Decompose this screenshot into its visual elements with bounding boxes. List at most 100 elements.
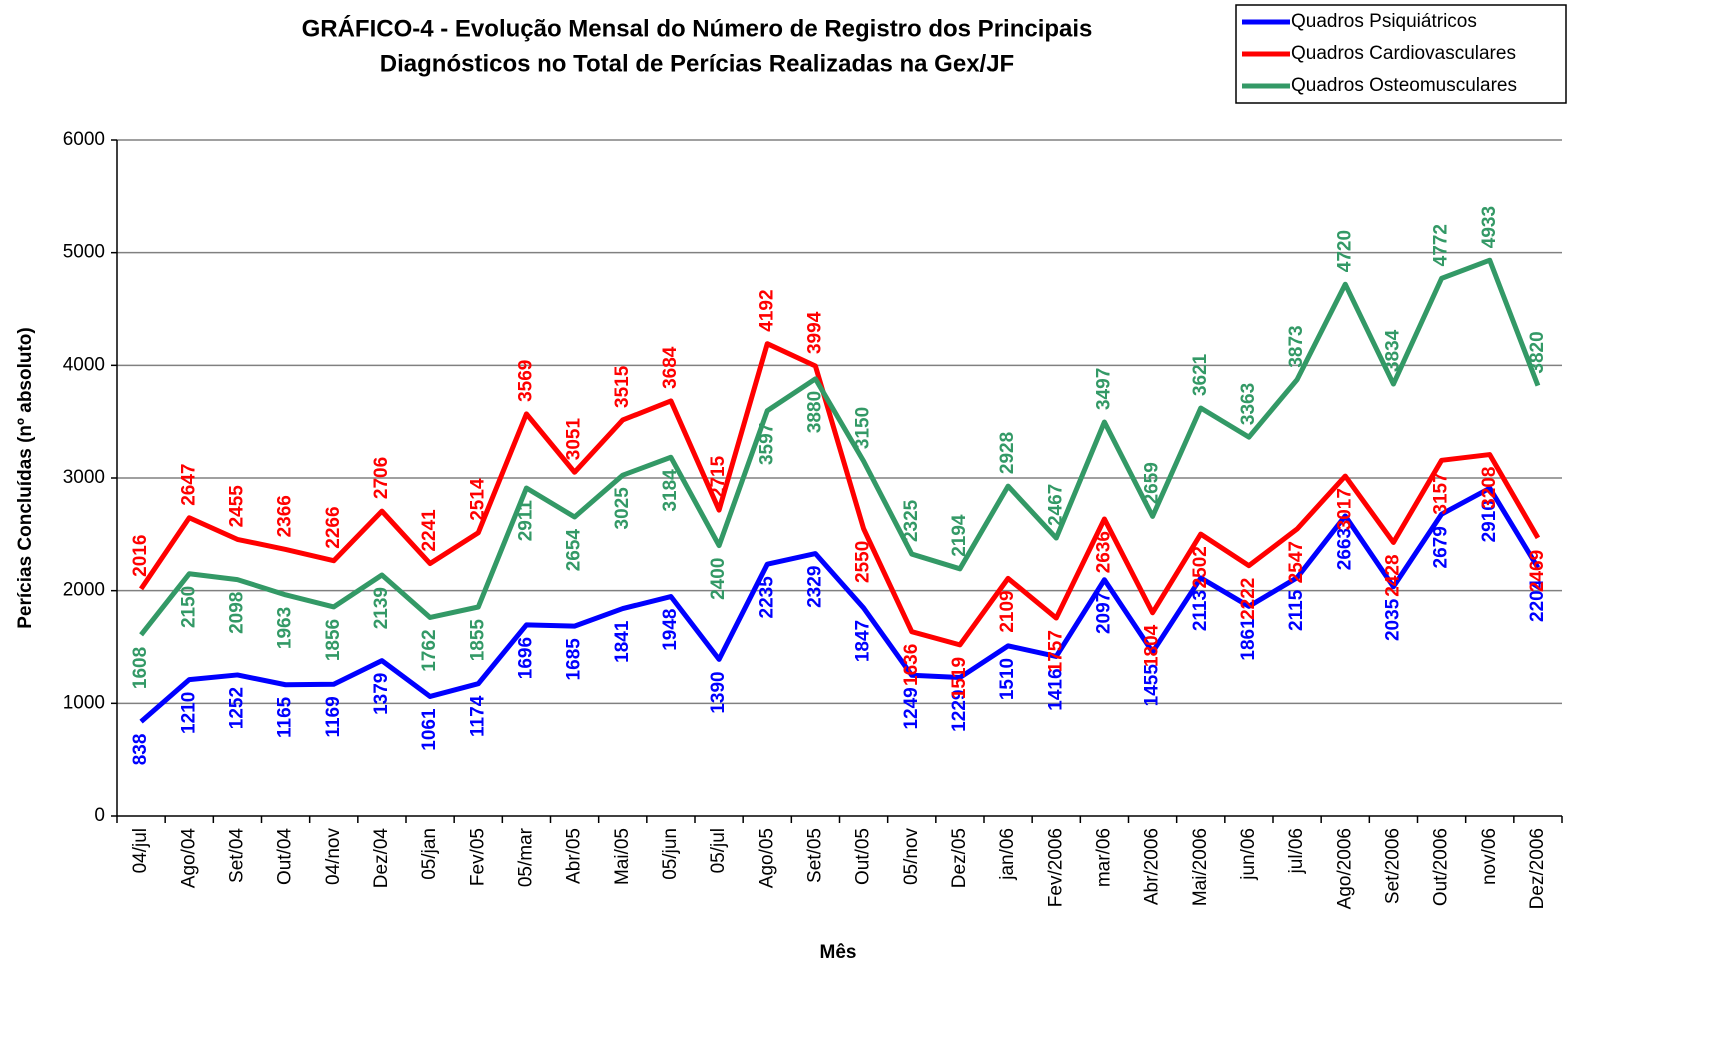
data-label: 2663 (1334, 528, 1355, 570)
y-tick-label: 4000 (63, 354, 105, 375)
legend-box (1235, 4, 1567, 104)
data-label: 1757 (1045, 630, 1066, 672)
data-label: 3873 (1286, 325, 1307, 367)
data-label: 1174 (467, 695, 488, 737)
data-label: 2098 (226, 592, 247, 634)
data-label: 2928 (997, 432, 1018, 474)
data-label: 1249 (901, 687, 922, 729)
data-label: 2109 (997, 590, 1018, 632)
data-label: 2647 (178, 463, 199, 505)
data-label: 2547 (1286, 541, 1307, 583)
x-tick-label: nov/06 (1479, 828, 1500, 885)
x-tick-label: Ago/05 (756, 828, 777, 888)
x-tick-label: Out/05 (853, 828, 874, 885)
data-label: 1685 (564, 638, 585, 681)
data-label: 2016 (130, 535, 151, 577)
data-label: 2706 (371, 457, 392, 499)
legend-label: Quadros Osteomusculares (1291, 75, 1517, 96)
data-label: 3820 (1527, 331, 1548, 373)
data-label: 2469 (1527, 550, 1548, 592)
data-label: 2366 (275, 495, 296, 537)
data-label: 2550 (853, 541, 874, 583)
chart-title: GRÁFICO-4 - Evolução Mensal do Número de… (302, 14, 1093, 42)
data-label: 2266 (323, 506, 344, 548)
data-label: 2035 (1382, 598, 1403, 641)
data-label: 3569 (515, 360, 536, 402)
data-label: 1636 (901, 644, 922, 686)
data-label: 3515 (612, 365, 633, 408)
x-tick-label: 05/nov (901, 828, 922, 886)
data-label: 3025 (612, 487, 633, 530)
x-tick-label: Abr/2006 (1142, 828, 1163, 905)
data-label: 1169 (323, 696, 344, 737)
data-label: 1963 (275, 607, 296, 649)
line-series (139, 257, 1541, 637)
data-label: 1165 (275, 696, 296, 738)
data-label: 2222 (1238, 578, 1259, 620)
data-label: 1696 (515, 637, 536, 679)
data-label: 1210 (178, 692, 199, 734)
x-tick-label: Mai/05 (612, 828, 633, 885)
data-label: 1229 (949, 690, 970, 732)
line-series (139, 341, 1541, 648)
data-label: 1608 (130, 647, 151, 689)
data-label: 4772 (1431, 224, 1452, 266)
data-label: 2428 (1382, 554, 1403, 596)
y-tick-label: 1000 (63, 692, 105, 713)
y-tick-label: 6000 (63, 129, 105, 150)
data-label: 2910 (1479, 500, 1500, 542)
x-tick-label: Dez/04 (371, 828, 392, 889)
data-label: 2715 (708, 455, 729, 498)
data-label: 4192 (756, 289, 777, 331)
x-tick-label: 04/nov (323, 828, 344, 886)
data-label: 1804 (1142, 624, 1163, 667)
legend-label: Quadros Cardiovasculares (1291, 43, 1516, 64)
x-tick-label: Out/2006 (1431, 828, 1452, 906)
data-label: 1455 (1142, 664, 1163, 707)
x-tick-label: Set/04 (226, 828, 247, 883)
x-tick-label: 05/jul (708, 828, 729, 873)
x-tick-label: Fev/2006 (1045, 828, 1066, 907)
data-label: 2911 (515, 500, 536, 542)
x-tick-label: jun/06 (1238, 828, 1259, 881)
x-tick-label: 04/jul (130, 828, 151, 873)
data-label: 1416 (1045, 668, 1066, 710)
data-label: 1379 (371, 673, 392, 715)
data-label: 1855 (467, 619, 488, 662)
data-label: 2679 (1431, 526, 1452, 568)
data-label: 3684 (660, 346, 681, 389)
data-label: 2204 (1527, 579, 1548, 622)
data-label: 2241 (419, 509, 440, 552)
data-label: 1510 (997, 658, 1018, 700)
x-tick-label: Fev/05 (467, 828, 488, 886)
data-label: 2467 (1045, 484, 1066, 526)
x-tick-label: Out/04 (275, 828, 296, 885)
data-label: 1061 (419, 708, 440, 751)
legend-label: Quadros Psiquiátricos (1291, 11, 1477, 32)
data-label: 1861 (1238, 618, 1259, 661)
data-label: 3597 (756, 423, 777, 465)
data-label: 1762 (419, 629, 440, 671)
data-label: 3208 (1479, 467, 1500, 509)
x-tick-label: Set/2006 (1382, 828, 1403, 904)
data-label: 3184 (660, 469, 681, 512)
data-label: 2654 (564, 529, 585, 572)
data-label: 3051 (564, 418, 585, 461)
data-label: 1847 (853, 620, 874, 662)
data-label: 3150 (853, 407, 874, 449)
data-label: 2150 (178, 586, 199, 628)
y-tick-label: 2000 (63, 580, 105, 601)
data-label: 3157 (1431, 472, 1452, 514)
chart-subtitle: Diagnósticos no Total de Perícias Realiz… (380, 50, 1014, 77)
data-label: 1856 (323, 619, 344, 661)
x-tick-label: Abr/05 (564, 828, 585, 884)
x-tick-label: 05/jun (660, 828, 681, 880)
data-label: 2097 (1093, 592, 1114, 634)
data-label: 1841 (612, 620, 633, 663)
data-label: 2400 (708, 558, 729, 600)
data-label: 2636 (1093, 531, 1114, 573)
y-tick-label: 5000 (63, 242, 105, 263)
data-label: 3363 (1238, 383, 1259, 425)
data-label: 2139 (371, 587, 392, 629)
data-label: 2455 (226, 485, 247, 528)
